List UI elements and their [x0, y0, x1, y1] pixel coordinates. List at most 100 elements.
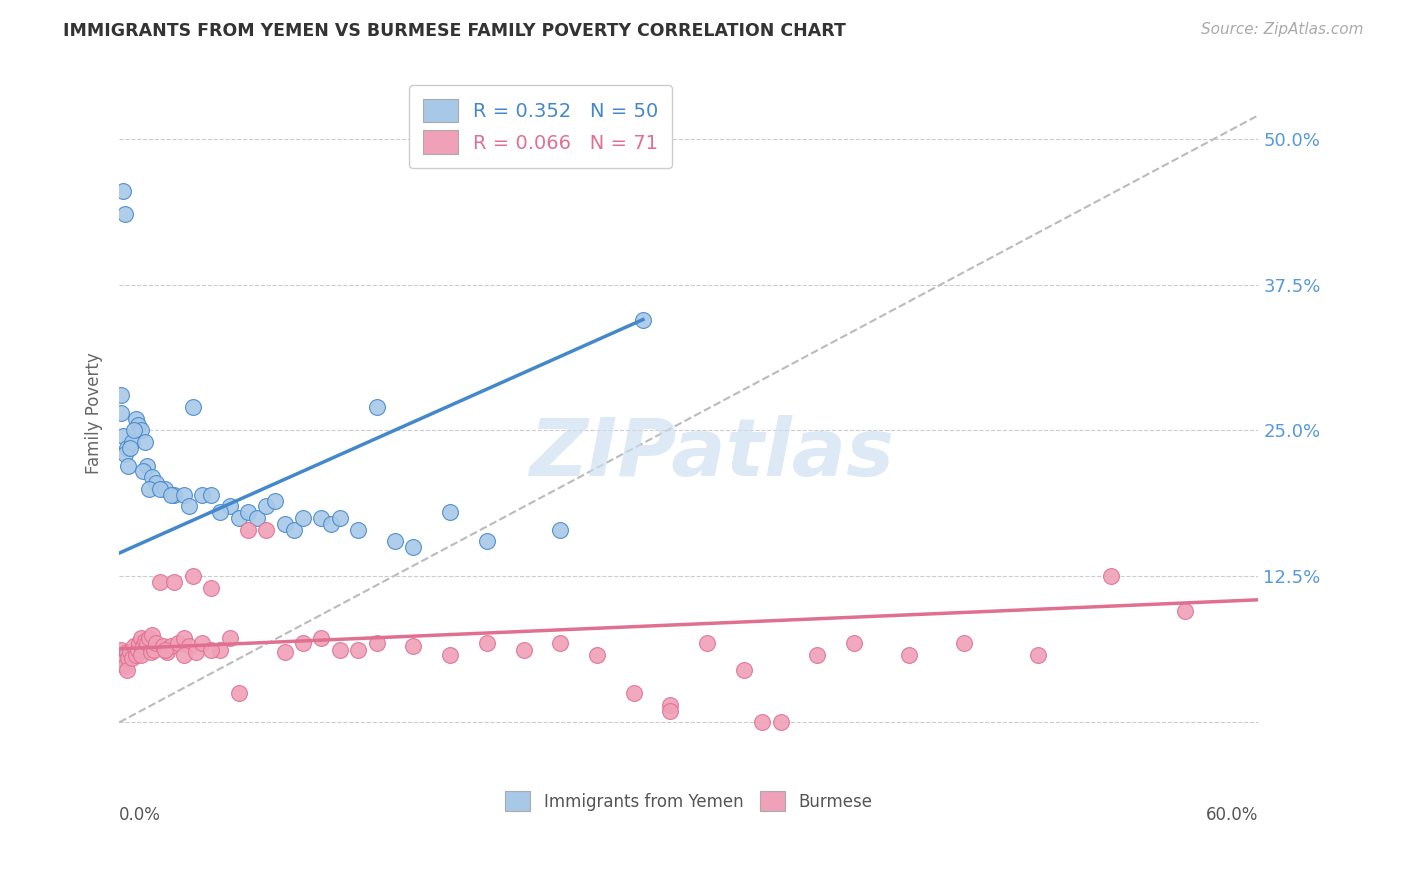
Point [114, 659, 136, 673]
Point [311, 632, 333, 646]
Point [586, 648, 609, 662]
Point [155, 643, 177, 657]
Point [135, 458, 157, 473]
Point [1101, 569, 1123, 583]
Text: ZIPatlas: ZIPatlas [529, 416, 894, 493]
Point [117, 651, 139, 665]
Point [115, 645, 138, 659]
Point [218, 632, 240, 646]
Point [110, 388, 132, 402]
Point [110, 643, 132, 657]
Point [475, 534, 498, 549]
Point [292, 511, 315, 525]
Point [254, 523, 277, 537]
Point [292, 636, 315, 650]
Point [218, 500, 240, 514]
Point [366, 400, 388, 414]
Point [111, 184, 134, 198]
Point [114, 651, 136, 665]
Point [512, 643, 534, 657]
Point [181, 569, 204, 583]
Point [623, 686, 645, 700]
Point [1026, 648, 1049, 662]
Point [548, 523, 571, 537]
Text: IMMIGRANTS FROM YEMEN VS BURMESE FAMILY POVERTY CORRELATION CHART: IMMIGRANTS FROM YEMEN VS BURMESE FAMILY … [63, 22, 846, 40]
Point [173, 632, 195, 646]
Point [751, 715, 773, 730]
Point [149, 575, 172, 590]
Point [898, 648, 921, 662]
Point [347, 523, 370, 537]
Point [115, 663, 138, 677]
Point [177, 640, 200, 654]
Point [200, 488, 222, 502]
Point [181, 400, 204, 414]
Point [141, 470, 163, 484]
Point [156, 645, 179, 659]
Point [186, 645, 208, 659]
Point [273, 645, 295, 659]
Point [246, 511, 269, 525]
Point [228, 686, 250, 700]
Point [131, 424, 153, 438]
Point [659, 698, 682, 712]
Point [347, 643, 370, 657]
Point [138, 632, 160, 646]
Point [177, 500, 200, 514]
Point [159, 488, 181, 502]
Point [110, 406, 132, 420]
Point [173, 488, 195, 502]
Point [254, 500, 277, 514]
Point [131, 632, 153, 646]
Point [122, 640, 145, 654]
Text: Source: ZipAtlas.com: Source: ZipAtlas.com [1201, 22, 1364, 37]
Text: 60.0%: 60.0% [1206, 805, 1258, 823]
Point [236, 505, 259, 519]
Point [125, 648, 148, 662]
Point [114, 207, 136, 221]
Point [120, 441, 142, 455]
Point [131, 648, 153, 662]
Point [134, 435, 156, 450]
Point [122, 424, 145, 438]
Point [402, 540, 425, 554]
Point [329, 643, 352, 657]
Point [200, 581, 222, 595]
Point [155, 482, 177, 496]
Point [1174, 604, 1197, 618]
Point [138, 482, 160, 496]
Point [273, 516, 295, 531]
Point [135, 636, 157, 650]
Point [733, 663, 755, 677]
Point [152, 640, 174, 654]
Point [236, 523, 259, 537]
Point [141, 628, 163, 642]
Point [121, 435, 143, 450]
Point [114, 447, 136, 461]
Point [125, 412, 148, 426]
Point [117, 458, 139, 473]
Point [111, 648, 134, 662]
Point [111, 429, 134, 443]
Point [115, 441, 138, 455]
Point [283, 523, 305, 537]
Text: 0.0%: 0.0% [120, 805, 162, 823]
Point [145, 636, 167, 650]
Point [163, 575, 186, 590]
Point [110, 657, 132, 671]
Point [384, 534, 406, 549]
Point [139, 645, 162, 659]
Point [167, 636, 190, 650]
Point [127, 417, 149, 432]
Point [264, 493, 287, 508]
Point [475, 636, 498, 650]
Point [120, 645, 142, 659]
Legend: Immigrants from Yemen, Burmese: Immigrants from Yemen, Burmese [499, 784, 879, 818]
Point [631, 312, 654, 326]
Point [134, 633, 156, 648]
Point [149, 482, 172, 496]
Point [696, 636, 718, 650]
Point [145, 475, 167, 490]
Point [319, 516, 342, 531]
Point [953, 636, 976, 650]
